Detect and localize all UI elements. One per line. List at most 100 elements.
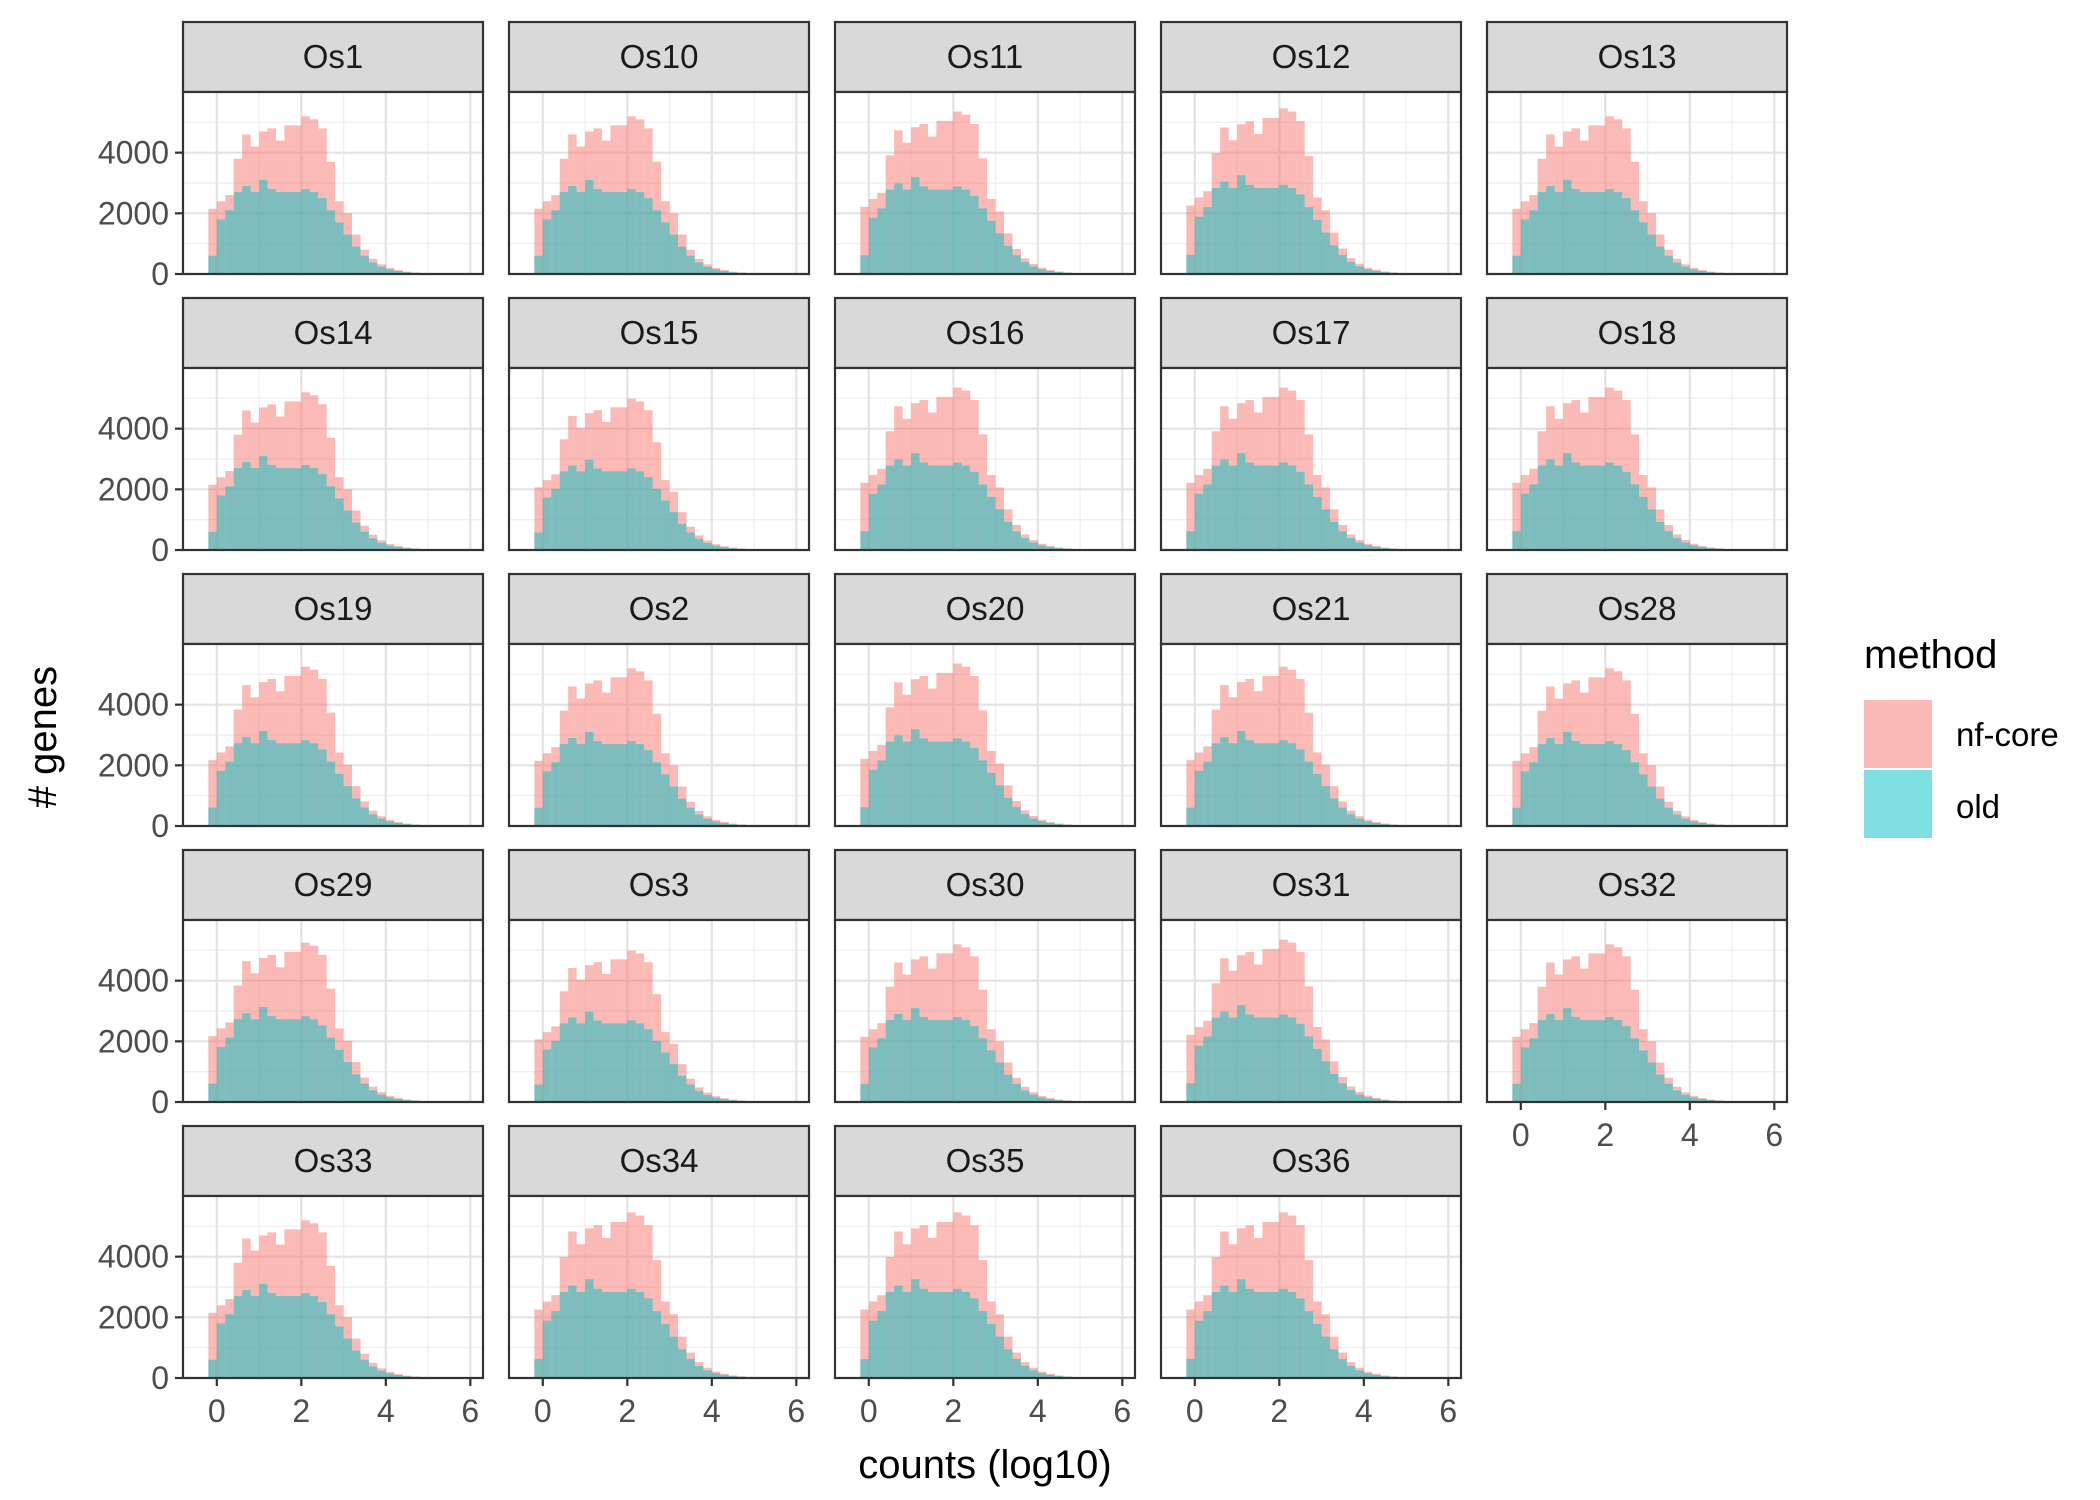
bar-old — [644, 750, 653, 826]
bar-old — [318, 1025, 327, 1102]
bar-old — [385, 1097, 395, 1102]
bar-old — [1698, 546, 1707, 550]
bar-old — [678, 798, 687, 826]
bar-old — [678, 523, 687, 550]
bar-old — [1020, 1365, 1030, 1378]
bar-old — [877, 484, 886, 550]
bar-old — [1262, 465, 1271, 550]
bar-old — [568, 1285, 577, 1378]
bar-old — [1012, 531, 1021, 550]
facet-panel-Os17: Os17 — [1159, 296, 1463, 552]
bar-old — [652, 488, 662, 550]
bar-old — [335, 1049, 344, 1102]
bar-old — [267, 1016, 276, 1102]
bar-old — [242, 462, 251, 550]
facet-strip — [833, 20, 1137, 94]
facet-panel-Os20: Os20 — [833, 572, 1137, 828]
bar-old — [936, 465, 945, 550]
bar-old — [1596, 744, 1606, 826]
bar-old — [559, 471, 569, 550]
bar-old — [1372, 270, 1381, 274]
bar-old — [275, 192, 285, 274]
bar-old — [259, 1283, 268, 1378]
facet-strip — [1159, 296, 1463, 370]
bar-old — [635, 471, 645, 550]
bar-old — [720, 1099, 729, 1102]
bar-nf-core — [534, 1039, 543, 1102]
bar-old — [343, 1062, 353, 1102]
bar-old — [368, 1090, 378, 1102]
bar-old — [1529, 210, 1538, 274]
bar-old — [1554, 744, 1564, 826]
facet-panel-Os30: Os30 — [833, 848, 1137, 1104]
bar-nf-core — [860, 758, 869, 826]
bar-old — [542, 1049, 552, 1102]
bar-old — [542, 1320, 552, 1378]
bar-old — [686, 532, 695, 550]
bar-old — [216, 770, 226, 826]
bar-old — [1529, 762, 1538, 826]
bar-old — [601, 1023, 611, 1102]
bar-old — [635, 1292, 645, 1378]
bar-old — [559, 744, 569, 826]
bar-old — [936, 1020, 945, 1102]
bar-old — [970, 1026, 979, 1102]
bar-old — [961, 465, 971, 550]
bar-old — [352, 1074, 361, 1102]
facet-strip — [181, 572, 485, 646]
bar-old — [352, 798, 361, 826]
bar-old — [711, 821, 721, 826]
panel-border — [833, 642, 1137, 828]
bar-old — [1004, 521, 1013, 550]
bar-old — [1270, 1292, 1280, 1378]
bar-old — [576, 192, 586, 274]
bar-old — [987, 496, 996, 550]
bar-old — [394, 1374, 403, 1378]
bar-old — [1037, 269, 1047, 274]
bar-old — [335, 773, 344, 826]
bar-old — [1639, 496, 1648, 550]
bar-old — [1186, 1083, 1195, 1102]
bar-old — [1203, 1311, 1212, 1378]
bar-old — [618, 192, 628, 274]
bar-old — [559, 192, 569, 274]
bar-old — [1346, 538, 1356, 550]
bar-old — [868, 1047, 878, 1102]
bar-old — [1012, 1083, 1021, 1102]
bar-old — [259, 731, 268, 826]
facet-strip-label: Os28 — [1598, 590, 1677, 627]
facet-panels: Os1 Os10 Os11 Os12 Os13 Os14 Os15 Os16 Os17 Os18 O… — [181, 20, 1789, 1380]
bar-old — [669, 1064, 679, 1102]
bar-old — [652, 1311, 662, 1378]
bar-old — [703, 1370, 712, 1378]
bar-old — [1237, 175, 1246, 274]
bar-old — [1520, 771, 1530, 826]
bar-old — [868, 217, 878, 274]
bar-old — [1279, 462, 1288, 550]
bar-old — [335, 1326, 344, 1378]
facet-strip-label: Os19 — [294, 590, 373, 627]
bar-old — [1211, 743, 1221, 826]
facet-panel-Os12: Os12 — [1159, 20, 1463, 276]
bar-nf-core — [1512, 482, 1521, 550]
bar-old — [1211, 1292, 1221, 1378]
bar-old — [678, 1075, 687, 1102]
bar-old — [970, 1298, 979, 1378]
bar-old — [343, 510, 353, 550]
bar-old — [1296, 1023, 1305, 1102]
bar-old — [1186, 1358, 1195, 1378]
legend-label-nf-core: nf-core — [1956, 716, 2059, 753]
bar-old — [551, 210, 560, 274]
bar-old — [703, 266, 712, 274]
facet-strip — [1485, 572, 1789, 646]
bar-old — [1672, 1090, 1682, 1102]
bar-old — [1588, 1020, 1597, 1102]
bar-old — [1579, 192, 1589, 274]
bar-old — [394, 1098, 403, 1102]
x-tick-label: 6 — [1113, 1393, 1131, 1429]
bar-old — [720, 547, 729, 550]
bar-old — [644, 477, 653, 550]
bar-old — [1220, 181, 1229, 274]
bar-old — [1245, 462, 1254, 550]
bar-old — [610, 744, 619, 826]
